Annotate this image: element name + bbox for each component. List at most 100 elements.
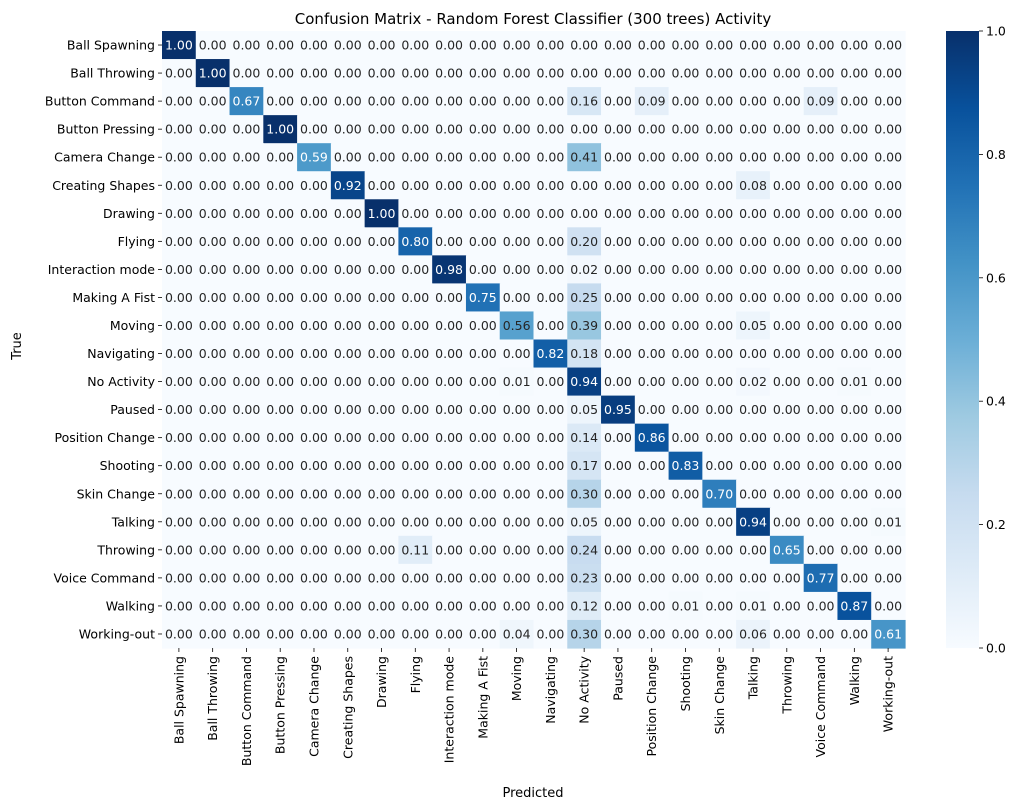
heatmap-cell-value: 0.00 — [807, 178, 835, 193]
heatmap-cell — [263, 591, 298, 621]
heatmap-cell — [668, 87, 703, 116]
heatmap-cell-value: 0.00 — [401, 374, 429, 389]
heatmap-cell — [668, 535, 703, 565]
heatmap-cell-value: 0.00 — [672, 430, 700, 445]
heatmap-cell — [229, 227, 264, 256]
heatmap-cell — [499, 31, 535, 60]
heatmap-cell-value: 0.00 — [233, 150, 261, 165]
heatmap-cell-value: 0.00 — [536, 570, 564, 585]
heatmap-cell-value: 0.00 — [469, 318, 497, 333]
heatmap-cell — [601, 451, 636, 481]
heatmap-cell — [601, 199, 636, 228]
heatmap-cell-value: 0.00 — [807, 206, 835, 221]
heatmap-cell-value: 0.00 — [401, 290, 429, 305]
heatmap-cell-value: 0.00 — [874, 458, 902, 473]
heatmap-cell-value: 0.00 — [840, 458, 868, 473]
heatmap-cell-value: 0.00 — [672, 514, 700, 529]
heatmap-cell-value: 0.00 — [233, 402, 261, 417]
heatmap-cell — [803, 227, 839, 256]
heatmap-cell — [364, 619, 400, 649]
heatmap-cell — [567, 227, 602, 256]
heatmap-cell-value: 0.00 — [401, 486, 429, 501]
heatmap-cell — [533, 115, 568, 144]
heatmap-cell — [837, 423, 872, 453]
heatmap-cell — [601, 395, 636, 425]
heatmap-cell — [195, 535, 231, 565]
heatmap-cell-value: 0.00 — [368, 374, 396, 389]
heatmap-cell — [195, 255, 231, 285]
heatmap-cell-value: 0.00 — [334, 542, 362, 557]
heatmap-cell — [871, 535, 906, 565]
heatmap-cell — [229, 563, 264, 593]
heatmap-cell — [229, 59, 264, 88]
heatmap-cell-value: 0.00 — [165, 374, 193, 389]
heatmap-cell — [803, 283, 839, 313]
heatmap-cell — [263, 311, 298, 341]
heatmap-cell — [533, 87, 568, 116]
heatmap-cell — [634, 619, 670, 649]
heatmap-cell-value: 0.00 — [570, 122, 598, 137]
heatmap-cell — [837, 283, 872, 313]
heatmap-cell-value: 0.00 — [435, 458, 463, 473]
heatmap-cell-value: 0.00 — [807, 38, 835, 53]
heatmap-cell — [634, 423, 670, 453]
heatmap-cell — [601, 479, 636, 509]
heatmap-cell-value: 0.00 — [807, 66, 835, 81]
heatmap-cell — [668, 255, 703, 285]
heatmap-cell-value: 0.00 — [705, 206, 733, 221]
heatmap-cell — [499, 311, 535, 341]
heatmap-cell — [769, 395, 805, 425]
heatmap-cell — [702, 59, 737, 88]
heatmap-cell — [432, 59, 467, 88]
heatmap-cell-value: 0.12 — [570, 598, 598, 613]
heatmap-cell-value: 0.00 — [705, 402, 733, 417]
heatmap-cell-value: 0.00 — [638, 262, 666, 277]
heatmap-cell — [601, 563, 636, 593]
heatmap-cell — [702, 255, 737, 285]
heatmap-cell-value: 0.00 — [874, 346, 902, 361]
heatmap-cell-value: 0.00 — [840, 262, 868, 277]
y-tick-label: No Activity — [87, 374, 155, 389]
heatmap-cell — [871, 479, 906, 509]
heatmap-cell-value: 0.00 — [739, 206, 767, 221]
heatmap-cell-value: 0.00 — [503, 598, 531, 613]
heatmap-cell — [465, 115, 501, 144]
heatmap-cell — [195, 339, 231, 369]
heatmap-cell-value: 0.00 — [165, 290, 193, 305]
heatmap-cell — [398, 535, 433, 565]
heatmap-cell — [195, 479, 231, 509]
heatmap-cell-value: 0.01 — [672, 598, 700, 613]
heatmap-cell — [398, 283, 433, 313]
heatmap-cell-value: 0.00 — [266, 570, 294, 585]
heatmap-cell — [803, 479, 839, 509]
heatmap-cell — [499, 619, 535, 649]
heatmap-cell-value: 0.00 — [233, 262, 261, 277]
x-tick-label: Creating Shapes — [340, 656, 355, 759]
heatmap-cell — [465, 451, 501, 481]
heatmap-cell — [668, 339, 703, 369]
heatmap-cell-value: 0.00 — [604, 346, 632, 361]
heatmap-cell-value: 0.00 — [300, 458, 328, 473]
heatmap-cell-value: 0.00 — [199, 290, 227, 305]
heatmap-cell — [668, 199, 703, 228]
heatmap-cell — [871, 507, 906, 537]
heatmap-cell-value: 0.59 — [300, 150, 328, 165]
heatmap-cell — [871, 199, 906, 228]
heatmap-cell-value: 0.39 — [570, 318, 598, 333]
heatmap-cell-value: 0.00 — [840, 150, 868, 165]
heatmap-cell — [465, 591, 501, 621]
heatmap-cell-value: 0.00 — [401, 66, 429, 81]
heatmap-cell-value: 0.00 — [638, 66, 666, 81]
heatmap-cell-value: 0.00 — [469, 374, 497, 389]
heatmap-cell-value: 0.00 — [165, 122, 193, 137]
heatmap-cell — [668, 507, 703, 537]
heatmap-cell-value: 0.00 — [840, 346, 868, 361]
heatmap-cell — [499, 591, 535, 621]
heatmap-cell-value: 0.00 — [469, 598, 497, 613]
heatmap-cell-value: 0.00 — [638, 178, 666, 193]
heatmap-cell — [837, 535, 872, 565]
heatmap-cell-value: 0.00 — [807, 150, 835, 165]
x-tick-label: Button Pressing — [273, 656, 288, 754]
heatmap-cell — [837, 59, 872, 88]
heatmap-cell — [162, 87, 197, 116]
